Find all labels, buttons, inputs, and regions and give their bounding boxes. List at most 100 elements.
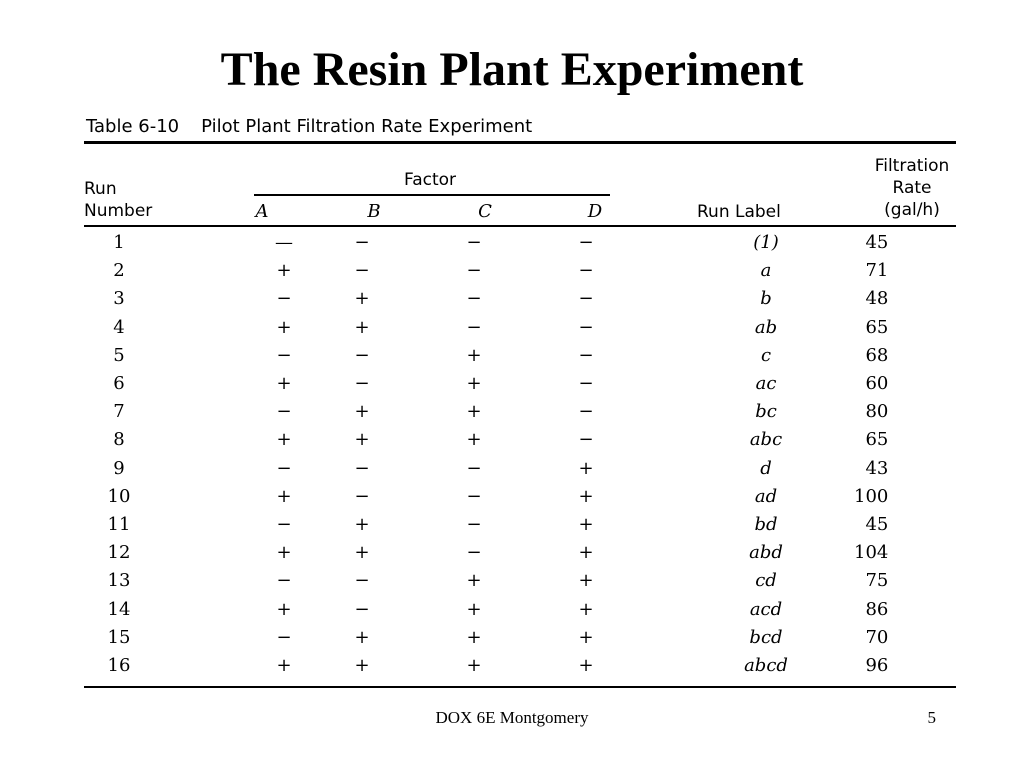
factor-b-cell: + bbox=[354, 288, 370, 310]
spacer-cell bbox=[154, 426, 262, 454]
run-number-cell: 8 bbox=[113, 429, 125, 451]
factor-a-cell: + bbox=[276, 485, 292, 507]
factor-c-cell: − bbox=[466, 232, 482, 254]
factor-c-cell: + bbox=[466, 373, 482, 395]
factor-a-cell: − bbox=[276, 570, 292, 592]
spacer-cell bbox=[826, 511, 854, 539]
table-row: 2 + − − − a 71 bbox=[84, 257, 888, 285]
table-row: 9 − − − + d 43 bbox=[84, 455, 888, 483]
filtration-rate-cell: 65 bbox=[865, 316, 889, 338]
factor-a-header: A bbox=[255, 201, 269, 222]
run-label-cell: cd bbox=[755, 570, 777, 592]
filtration-rate-cell: 48 bbox=[865, 288, 889, 310]
spacer-cell bbox=[154, 539, 262, 567]
table-caption-text: Pilot Plant Filtration Rate Experiment bbox=[201, 116, 533, 137]
table-row: 1 — − − − (1) 45 bbox=[84, 229, 888, 257]
spacer-cell bbox=[642, 652, 706, 680]
spacer-cell bbox=[642, 229, 706, 257]
spacer-cell bbox=[154, 483, 262, 511]
factor-c-cell: − bbox=[466, 288, 482, 310]
spacer-cell bbox=[154, 652, 262, 680]
factor-a-cell: + bbox=[276, 260, 292, 282]
spacer-cell bbox=[826, 398, 854, 426]
run-number-cell: 4 bbox=[113, 316, 125, 338]
spacer-cell bbox=[642, 370, 706, 398]
filtration-rate-cell: 60 bbox=[865, 373, 889, 395]
run-label-cell: bcd bbox=[749, 626, 783, 648]
run-number-cell: 2 bbox=[113, 260, 125, 282]
factor-a-cell: — bbox=[275, 232, 293, 254]
factor-a-cell: + bbox=[276, 654, 292, 676]
factor-d-cell: − bbox=[578, 260, 594, 282]
factor-b-cell: − bbox=[354, 457, 370, 479]
filtration-rate-cell: 86 bbox=[865, 598, 889, 620]
run-label-cell: (1) bbox=[753, 232, 779, 254]
factor-d-cell: − bbox=[578, 316, 594, 338]
spacer-cell bbox=[826, 567, 854, 595]
run-header-line2: Number bbox=[84, 201, 153, 221]
filtration-rate-cell: 104 bbox=[854, 542, 889, 564]
spacer-cell bbox=[826, 342, 854, 370]
run-header-line1: Run bbox=[84, 179, 117, 199]
factor-a-cell: + bbox=[276, 542, 292, 564]
spacer-cell bbox=[642, 595, 706, 623]
factor-d-header: D bbox=[587, 201, 603, 222]
filtration-table: 1— − − − (1) 45 2 + − − − a 71 3− + − − b 48 4 + + − − ab 65 5− − + −… bbox=[84, 229, 889, 680]
spacer-cell bbox=[154, 455, 262, 483]
filtration-rate-cell: 70 bbox=[865, 626, 889, 648]
factor-c-cell: − bbox=[466, 513, 482, 535]
run-number-header: Run Number bbox=[84, 178, 152, 222]
factor-header: Factor bbox=[404, 170, 457, 190]
factor-d-cell: + bbox=[578, 542, 594, 564]
table-row: 13 − − + + cd 75 bbox=[84, 567, 889, 595]
factor-b-cell: − bbox=[354, 485, 370, 507]
factor-d-cell: + bbox=[578, 513, 594, 535]
spacer-cell bbox=[826, 426, 854, 454]
factor-b-cell: + bbox=[354, 513, 370, 535]
factor-b-cell: − bbox=[354, 232, 370, 254]
factor-b-header: B bbox=[367, 201, 381, 222]
run-label-cell: acd bbox=[749, 598, 783, 620]
run-label-cell: bc bbox=[755, 401, 777, 423]
factor-c-cell: + bbox=[466, 570, 482, 592]
filtration-rate-cell: 100 bbox=[854, 485, 889, 507]
factor-a-cell: − bbox=[276, 457, 292, 479]
spacer-cell bbox=[642, 539, 706, 567]
run-label-cell: a bbox=[760, 260, 772, 282]
filtration-rate-cell: 96 bbox=[865, 654, 889, 676]
factor-d-cell: − bbox=[578, 429, 594, 451]
factor-c-cell: + bbox=[466, 429, 482, 451]
factor-d-cell: − bbox=[578, 373, 594, 395]
factor-c-cell: − bbox=[466, 457, 482, 479]
run-number-cell: 16 bbox=[107, 654, 131, 676]
run-number-cell: 3 bbox=[113, 288, 125, 310]
run-number-cell: 6 bbox=[113, 373, 125, 395]
filtration-rate-cell: 68 bbox=[865, 344, 889, 366]
table-top-rule bbox=[84, 141, 956, 144]
spacer-cell bbox=[642, 483, 706, 511]
factor-b-cell: + bbox=[354, 429, 370, 451]
run-label-cell: ab bbox=[754, 316, 778, 338]
spacer-cell bbox=[642, 511, 706, 539]
table-row: 8 + + + − abc 65 bbox=[84, 426, 888, 454]
spacer-cell bbox=[826, 229, 854, 257]
spacer-cell bbox=[642, 455, 706, 483]
table-bottom-rule bbox=[84, 686, 956, 688]
run-label-cell: c bbox=[760, 344, 772, 366]
spacer-cell bbox=[642, 567, 706, 595]
spacer-cell bbox=[154, 398, 262, 426]
factor-c-cell: + bbox=[466, 654, 482, 676]
factor-d-cell: + bbox=[578, 485, 594, 507]
rate-header-line2: Rate bbox=[892, 178, 932, 198]
table-row: 7 − + + − bc 80 bbox=[84, 398, 888, 426]
factor-a-cell: − bbox=[276, 513, 292, 535]
factor-b-cell: − bbox=[354, 373, 370, 395]
table-number: Table 6-10 bbox=[86, 116, 180, 137]
factor-c-cell: − bbox=[466, 485, 482, 507]
filtration-rate-cell: 45 bbox=[865, 513, 889, 535]
footer-source: DOX 6E Montgomery bbox=[435, 708, 589, 727]
factor-b-cell: − bbox=[354, 598, 370, 620]
run-number-cell: 10 bbox=[107, 485, 131, 507]
table-row: 10 + − − + ad 100 bbox=[84, 483, 889, 511]
factor-d-cell: + bbox=[578, 598, 594, 620]
